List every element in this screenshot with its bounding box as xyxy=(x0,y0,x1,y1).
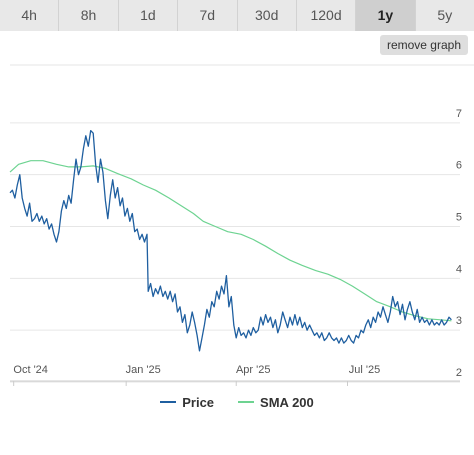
y-tick-label: 2 xyxy=(456,367,462,379)
tab-30d[interactable]: 30d xyxy=(237,0,297,31)
x-tick-label: Apr '25 xyxy=(236,364,271,376)
y-tick-label: 3 xyxy=(456,315,462,327)
tab-7d[interactable]: 7d xyxy=(178,0,238,31)
tab-1d[interactable]: 1d xyxy=(118,0,179,31)
tab-120d[interactable]: 120d xyxy=(296,0,357,31)
tab-8h[interactable]: 8h xyxy=(59,0,119,31)
y-tick-label: 7 xyxy=(456,108,462,120)
y-tick-label: 4 xyxy=(456,263,462,275)
tab-5y[interactable]: 5y xyxy=(415,0,474,31)
legend-label: Price xyxy=(182,394,215,410)
y-tick-label: 5 xyxy=(456,212,462,224)
price-line xyxy=(9,129,452,352)
legend-item-price[interactable]: Price xyxy=(160,395,214,410)
legend-item-sma-200[interactable]: SMA 200 xyxy=(238,395,314,410)
tab-4h[interactable]: 4h xyxy=(0,0,60,31)
x-tick-label: Jul '25 xyxy=(349,364,380,376)
legend-swatch xyxy=(160,401,177,403)
y-tick-label: 6 xyxy=(456,160,462,172)
timeframe-tabs: 4h 8h 1d 7d 30d 120d 1y 5y xyxy=(0,0,474,31)
chart-legend: Price SMA 200 xyxy=(0,392,474,412)
remove-graph-button[interactable]: remove graph xyxy=(379,35,468,55)
legend-label: SMA 200 xyxy=(260,394,314,410)
legend-swatch xyxy=(238,401,255,403)
tab-1y[interactable]: 1y xyxy=(356,0,416,31)
x-tick-label: Oct '24 xyxy=(13,364,48,376)
x-tick-label: Jan '25 xyxy=(126,364,161,376)
